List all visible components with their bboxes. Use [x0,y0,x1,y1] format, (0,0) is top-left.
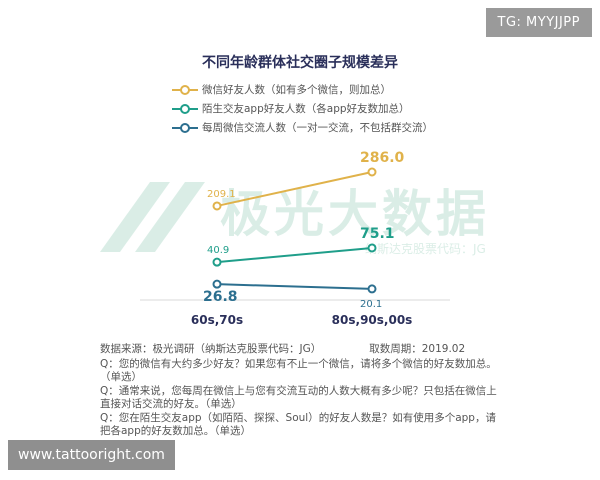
data-label-1-1: 75.1 [360,226,395,242]
tg-badge: TG: MYYJJPP [485,8,592,37]
url-badge: www.tattooright.com [8,440,175,470]
data-point-1-0 [212,257,222,267]
series-line-1 [216,246,373,264]
data-point-2-1 [367,284,377,294]
chart-legend: 微信好友人数（如有多个微信，则加总） 陌生交友app好友人数（各app好友数加总… [172,80,433,137]
data-label-0-1: 286.0 [360,150,405,166]
data-label-0-0: 209.1 [207,189,236,200]
question-1: Q：您的微信有大约多少好友？如果您有不止一个微信，请将多个微信的好友数加总。（单… [100,357,497,384]
data-point-1-1 [367,243,377,253]
chart-footer: 数据来源：极光调研（纳斯达克股票代码：JG） 取数周期：2019.02 Q：您的… [100,343,500,439]
legend-item-app: 陌生交友app好友人数（各app好友数加总） [172,99,433,118]
data-period: 取数周期：2019.02 [369,343,466,355]
data-point-0-0 [212,201,222,211]
data-source: 数据来源：极光调研（纳斯达克股票代码：JG） [100,343,322,355]
x-tick-label-0: 60s,70s [191,313,243,327]
legend-label-app: 陌生交友app好友人数（各app好友数加总） [202,103,410,115]
series-line-2 [216,283,373,290]
legend-swatch-wechat [172,84,198,95]
series-line-0 [216,171,373,207]
chart-title: 不同年龄群体社交圈子规模差异 [202,55,398,71]
data-point-0-1 [367,167,377,177]
x-tick-label-1: 80s,90s,00s [332,313,413,327]
question-2: Q：通常来说，您每周在微信上与您有交流互动的人数大概有多少呢？只包括在微信上直接… [100,384,497,411]
data-label-1-0: 40.9 [207,245,229,256]
data-point-2-0 [212,279,222,289]
data-label-2-1: 20.1 [360,299,382,310]
data-label-2-0: 26.8 [203,289,238,305]
legend-label-weekly: 每周微信交流人数（一对一交流，不包括群交流） [202,122,433,134]
legend-swatch-weekly [172,122,198,133]
legend-swatch-app [172,103,198,114]
question-3: Q：您在陌生交友app（如陌陌、探探、Soul）的好友人数是？如有使用多个app… [100,411,496,438]
legend-item-weekly: 每周微信交流人数（一对一交流，不包括群交流） [172,118,433,137]
legend-item-wechat: 微信好友人数（如有多个微信，则加总） [172,80,433,99]
legend-label-wechat: 微信好友人数（如有多个微信，则加总） [202,84,391,96]
